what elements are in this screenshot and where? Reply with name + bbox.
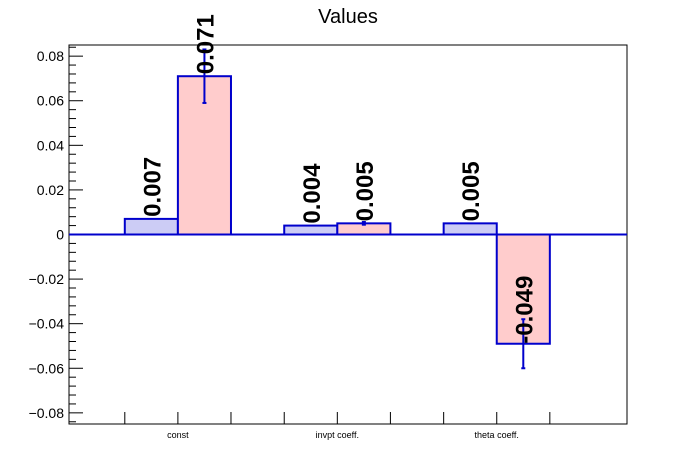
y-tick-label: 0.06	[37, 93, 64, 109]
bar	[123, 217, 179, 236]
data-label: 0.007	[139, 157, 166, 217]
bar	[442, 222, 498, 236]
chart-title: Values	[318, 6, 378, 28]
data-label: -0.049	[511, 276, 538, 344]
data-label: 0.005	[352, 161, 379, 221]
category-label: const	[167, 430, 189, 440]
data-label: 0.004	[299, 163, 326, 224]
data-label: 0.005	[458, 161, 485, 221]
data-label: 0.071	[192, 14, 219, 74]
y-tick-label: −0.02	[29, 271, 65, 287]
y-tick-label: 0.08	[37, 48, 64, 64]
category-label: theta coeff.	[475, 430, 519, 440]
data-labels: 0.007 0.004 0.005 0.071 0.005 -0.049	[139, 14, 538, 344]
y-tick-label: −0.06	[29, 360, 65, 376]
category-label: invpt coeff.	[316, 430, 359, 440]
y-tick-label: −0.08	[29, 405, 65, 421]
y-tick-label: 0.02	[37, 182, 64, 198]
bars	[69, 48, 627, 370]
y-tick-label: −0.04	[29, 316, 65, 332]
bar	[283, 224, 339, 236]
y-tick-label: 0.04	[37, 137, 64, 153]
y-tick-label: 0	[56, 227, 64, 243]
